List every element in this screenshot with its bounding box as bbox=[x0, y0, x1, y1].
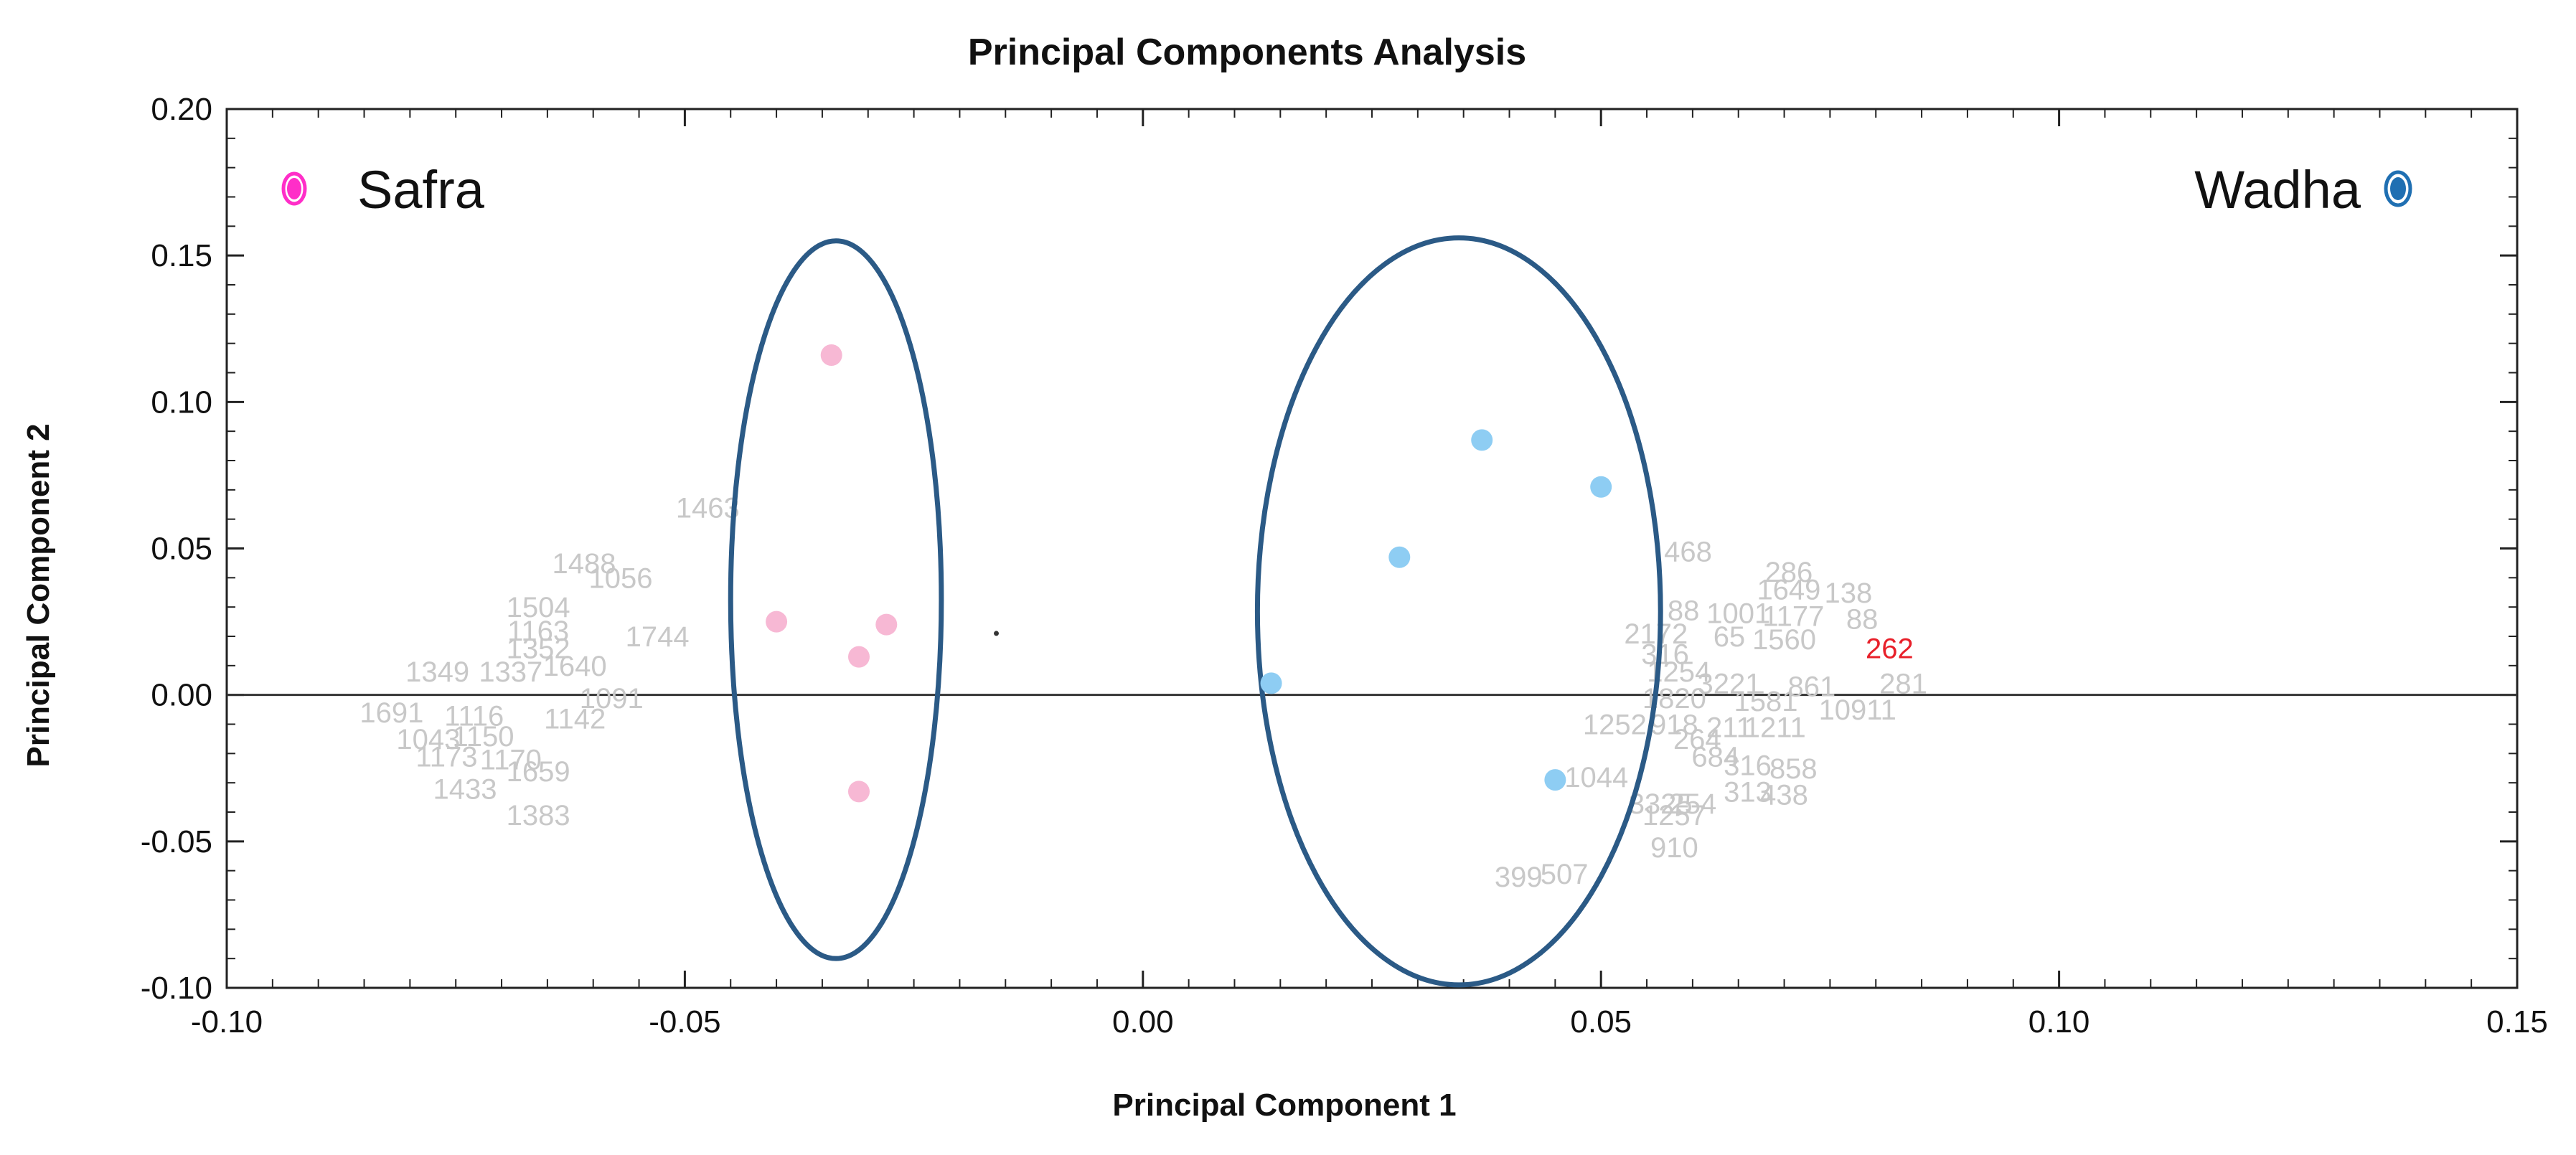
variable-label: 1349 bbox=[405, 656, 469, 688]
legend-label-wadha: Wadha bbox=[2194, 160, 2361, 220]
variable-label: 858 bbox=[1769, 753, 1818, 785]
variable-label: 1163 bbox=[507, 616, 569, 647]
variable-label: 399 bbox=[1495, 862, 1543, 893]
variable-label: 316 bbox=[1724, 750, 1772, 782]
variable-label: 3221 bbox=[1697, 668, 1761, 699]
data-point-wadha bbox=[1388, 546, 1411, 568]
variable-label: 1659 bbox=[507, 756, 570, 788]
variable-label: 1142 bbox=[544, 703, 606, 735]
variable-label: 1043 bbox=[396, 724, 460, 755]
y-tick-label: 0.20 bbox=[151, 92, 212, 127]
variable-label: 910 bbox=[1650, 832, 1698, 864]
data-point-wadha bbox=[1590, 476, 1612, 498]
variable-label: 507 bbox=[1541, 859, 1589, 890]
y-tick-label: 0.00 bbox=[151, 678, 212, 713]
variable-label: 1116 bbox=[444, 700, 504, 732]
data-point-wadha bbox=[1544, 769, 1566, 791]
y-tick-label: 0.05 bbox=[151, 532, 212, 567]
variable-label: 1170 bbox=[480, 745, 542, 776]
variable-label: 1257 bbox=[1642, 800, 1706, 831]
variable-label: 1001 bbox=[1706, 598, 1770, 629]
variable-label: 1173 bbox=[415, 741, 477, 773]
variable-label: 1649 bbox=[1757, 575, 1820, 606]
y-tick-label: 0.10 bbox=[151, 385, 212, 420]
variable-label: 1581 bbox=[1734, 686, 1798, 717]
variable-label: 1691 bbox=[359, 697, 423, 729]
variable-label: 1383 bbox=[507, 800, 570, 831]
x-tick-label: 0.15 bbox=[2486, 1004, 2548, 1040]
origin-dot bbox=[994, 631, 1000, 636]
data-point-safra bbox=[847, 646, 870, 668]
variable-label: 1211 bbox=[1744, 712, 1806, 744]
plot-area: -0.10 -0.05 0.00 0.05 0.10 0.15 -0.10 -0.05 0.00… bbox=[141, 92, 2548, 1040]
x-tick-label: -0.05 bbox=[649, 1004, 720, 1040]
variable-label: 468 bbox=[1664, 537, 1712, 568]
x-tick-label: 0.00 bbox=[1112, 1004, 1174, 1040]
variable-label: 1337 bbox=[479, 656, 542, 688]
x-tick-label: -0.10 bbox=[191, 1004, 263, 1040]
variable-label: 88 bbox=[1668, 595, 1700, 626]
y-tick-label: -0.10 bbox=[141, 971, 212, 1006]
variable-label: 254 bbox=[1669, 788, 1717, 820]
variable-label: 1560 bbox=[1752, 624, 1816, 656]
group-ellipse-wadha bbox=[1254, 235, 1663, 988]
y-axis-label: Principal Component 2 bbox=[21, 423, 56, 767]
legend-label-safra: Safra bbox=[357, 160, 485, 220]
legend-marker-safra-fill bbox=[287, 178, 301, 199]
data-point-safra bbox=[847, 781, 870, 803]
variable-label: 861 bbox=[1787, 671, 1835, 702]
variable-label: 684 bbox=[1691, 741, 1739, 773]
variable-label: 1488 bbox=[552, 548, 616, 580]
variable-label: 438 bbox=[1760, 780, 1808, 811]
variable-label: 1252 bbox=[1583, 710, 1647, 741]
variable-label: 264 bbox=[1673, 724, 1721, 755]
data-point-safra bbox=[766, 610, 788, 633]
data-point-safra bbox=[820, 344, 842, 366]
variable-label: 88 bbox=[1846, 604, 1879, 636]
variable-label: 138 bbox=[1825, 578, 1873, 609]
x-tick-label: 0.10 bbox=[2029, 1004, 2090, 1040]
variable-label: 1433 bbox=[433, 773, 497, 805]
variable-label: 281 bbox=[1879, 668, 1927, 699]
group-ellipse-safra bbox=[728, 238, 944, 961]
variable-label: 2172 bbox=[1624, 618, 1688, 650]
variable-label: 1177 bbox=[1762, 600, 1824, 632]
data-point-wadha bbox=[1471, 429, 1493, 451]
variable-label: 316 bbox=[1641, 639, 1689, 671]
data-point-wadha bbox=[1260, 672, 1282, 694]
x-axis-label: Principal Component 1 bbox=[1112, 1088, 1456, 1123]
variable-label: 1352 bbox=[507, 633, 570, 664]
variable-label: 1091 bbox=[580, 683, 644, 715]
variable-label: 3325 bbox=[1629, 788, 1693, 820]
variable-label: 918 bbox=[1650, 710, 1698, 741]
variable-label: 1504 bbox=[507, 592, 570, 623]
variable-label: 65 bbox=[1714, 621, 1746, 653]
chart-title: Principal Components Analysis bbox=[968, 32, 1526, 73]
variable-label: 1044 bbox=[1564, 762, 1628, 793]
variable-label: 1150 bbox=[452, 721, 514, 753]
variable-label: 1744 bbox=[626, 621, 690, 653]
variable-label: 1463 bbox=[676, 492, 740, 524]
data-point-safra bbox=[875, 613, 898, 636]
variable-label: 1640 bbox=[543, 651, 607, 682]
variable-label: 1056 bbox=[589, 562, 653, 594]
variable-label: 313 bbox=[1724, 776, 1772, 808]
variable-label: 262 bbox=[1866, 633, 1914, 664]
y-tick-label: -0.05 bbox=[141, 824, 212, 859]
variable-label: 211 bbox=[1706, 712, 1752, 744]
variable-label: 286 bbox=[1765, 557, 1813, 588]
legend-marker-wadha-fill bbox=[2390, 177, 2406, 200]
x-tick-label: 0.05 bbox=[1570, 1004, 1632, 1040]
variable-label: 10911 bbox=[1819, 694, 1896, 726]
y-tick-label: 0.15 bbox=[151, 238, 212, 273]
